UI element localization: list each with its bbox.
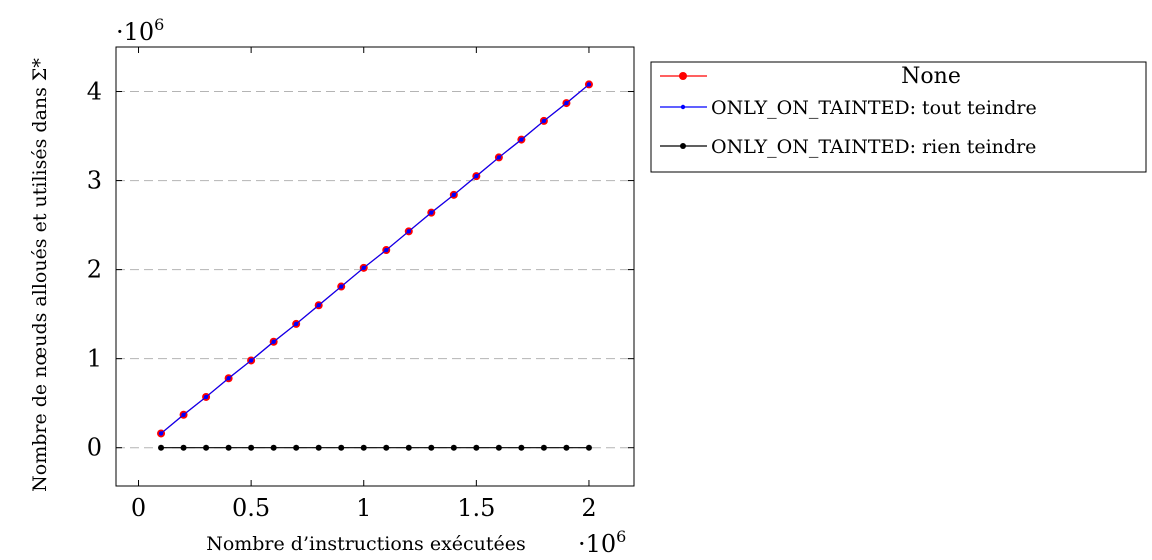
- y-axis-label: Nombre de nœuds alloués et utilisés dans…: [29, 58, 51, 492]
- data-point: [339, 284, 344, 289]
- data-point: [248, 444, 255, 451]
- data-point: [293, 444, 300, 451]
- series-2: [158, 444, 592, 451]
- data-point: [563, 444, 570, 451]
- data-point: [338, 444, 345, 451]
- data-point: [360, 444, 367, 451]
- data-point: [474, 173, 479, 179]
- data-point: [496, 155, 502, 160]
- data-point: [451, 192, 457, 198]
- x-axis-ticks: 0 0.5 1 1.5 2: [131, 47, 597, 522]
- data-point: [270, 444, 277, 451]
- data-point: [203, 444, 210, 451]
- data-point: [450, 444, 457, 451]
- plot-frame: [115, 46, 635, 487]
- legend-label: ONLY_ON_TAINTED: tout teindre: [711, 97, 1037, 119]
- y-tick-label: 3: [87, 167, 102, 195]
- legend-label: ONLY_ON_TAINTED: rien teindre: [711, 136, 1036, 158]
- x-axis-label: Nombre d’instructions exécutées: [206, 533, 526, 555]
- legend-item-1: ONLY_ON_TAINTED: tout teindre: [660, 97, 1037, 119]
- data-point: [586, 82, 592, 87]
- data-point: [271, 339, 276, 344]
- data-point: [180, 444, 187, 451]
- legend-item-0: None: [660, 64, 961, 89]
- data-point: [248, 358, 254, 363]
- data-point: [315, 444, 322, 451]
- legend-marker: [680, 143, 686, 149]
- y-tick-label: 1: [87, 345, 102, 373]
- data-series: [157, 80, 593, 451]
- grid-lines: [116, 91, 634, 449]
- legend-marker: [680, 104, 686, 110]
- data-point: [564, 100, 569, 106]
- data-point: [225, 444, 232, 451]
- legend-label: None: [901, 64, 961, 89]
- series-line: [160, 83, 590, 434]
- data-point: [406, 229, 411, 234]
- legend-marker: [679, 72, 687, 80]
- data-point: [428, 444, 435, 451]
- data-point: [361, 265, 366, 271]
- legend: None ONLY_ON_TAINTED: tout teindre ONLY_ON…: [650, 61, 1147, 173]
- data-point: [473, 444, 480, 451]
- y-tick-label: 0: [87, 434, 102, 462]
- legend-item-2: ONLY_ON_TAINTED: rien teindre: [660, 136, 1036, 158]
- y-axis-multiplier: ·106: [116, 15, 164, 46]
- data-point: [384, 247, 389, 253]
- data-point: [585, 444, 592, 451]
- x-tick-label: 1.5: [457, 494, 495, 522]
- data-point: [181, 412, 186, 417]
- data-point: [203, 394, 209, 400]
- y-tick-label: 4: [87, 78, 102, 106]
- data-point: [158, 444, 165, 451]
- data-point: [293, 321, 299, 327]
- x-tick-label: 0.5: [232, 494, 270, 522]
- y-axis-ticks: 0 1 2 3 4: [87, 78, 634, 462]
- data-point: [495, 444, 502, 451]
- x-tick-label: 0: [131, 494, 146, 522]
- data-point: [316, 303, 321, 308]
- x-tick-label: 1: [356, 494, 371, 522]
- x-tick-label: 2: [581, 494, 596, 522]
- data-point: [226, 376, 231, 381]
- data-point: [519, 137, 524, 142]
- data-point: [518, 444, 525, 451]
- y-tick-label: 2: [87, 256, 102, 284]
- data-point: [541, 118, 547, 124]
- data-point: [540, 444, 547, 451]
- x-axis-multiplier: ·106: [578, 527, 626, 558]
- data-point: [405, 444, 412, 451]
- data-point: [158, 431, 164, 436]
- data-point: [383, 444, 390, 451]
- data-point: [429, 210, 434, 215]
- series-1: [158, 82, 592, 436]
- legend-frame: [650, 61, 1147, 173]
